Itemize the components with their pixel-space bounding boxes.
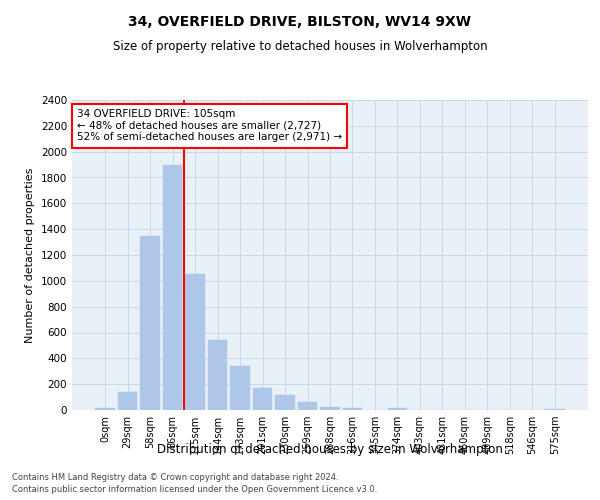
- Bar: [140, 236, 160, 410]
- Text: Contains HM Land Registry data © Crown copyright and database right 2024.: Contains HM Land Registry data © Crown c…: [12, 472, 338, 482]
- Text: 34, OVERFIELD DRIVE, BILSTON, WV14 9XW: 34, OVERFIELD DRIVE, BILSTON, WV14 9XW: [128, 15, 472, 29]
- Bar: [95, 408, 115, 410]
- Bar: [208, 340, 227, 410]
- Text: 34 OVERFIELD DRIVE: 105sqm
← 48% of detached houses are smaller (2,727)
52% of s: 34 OVERFIELD DRIVE: 105sqm ← 48% of deta…: [77, 110, 342, 142]
- Bar: [388, 408, 407, 410]
- Bar: [118, 392, 137, 410]
- Bar: [320, 407, 340, 410]
- Bar: [343, 408, 362, 410]
- Text: Distribution of detached houses by size in Wolverhampton: Distribution of detached houses by size …: [157, 442, 503, 456]
- Bar: [298, 402, 317, 410]
- Bar: [185, 274, 205, 410]
- Text: Size of property relative to detached houses in Wolverhampton: Size of property relative to detached ho…: [113, 40, 487, 53]
- Bar: [253, 388, 272, 410]
- Text: Contains public sector information licensed under the Open Government Licence v3: Contains public sector information licen…: [12, 485, 377, 494]
- Bar: [275, 395, 295, 410]
- Y-axis label: Number of detached properties: Number of detached properties: [25, 168, 35, 342]
- Bar: [163, 164, 182, 410]
- Bar: [230, 366, 250, 410]
